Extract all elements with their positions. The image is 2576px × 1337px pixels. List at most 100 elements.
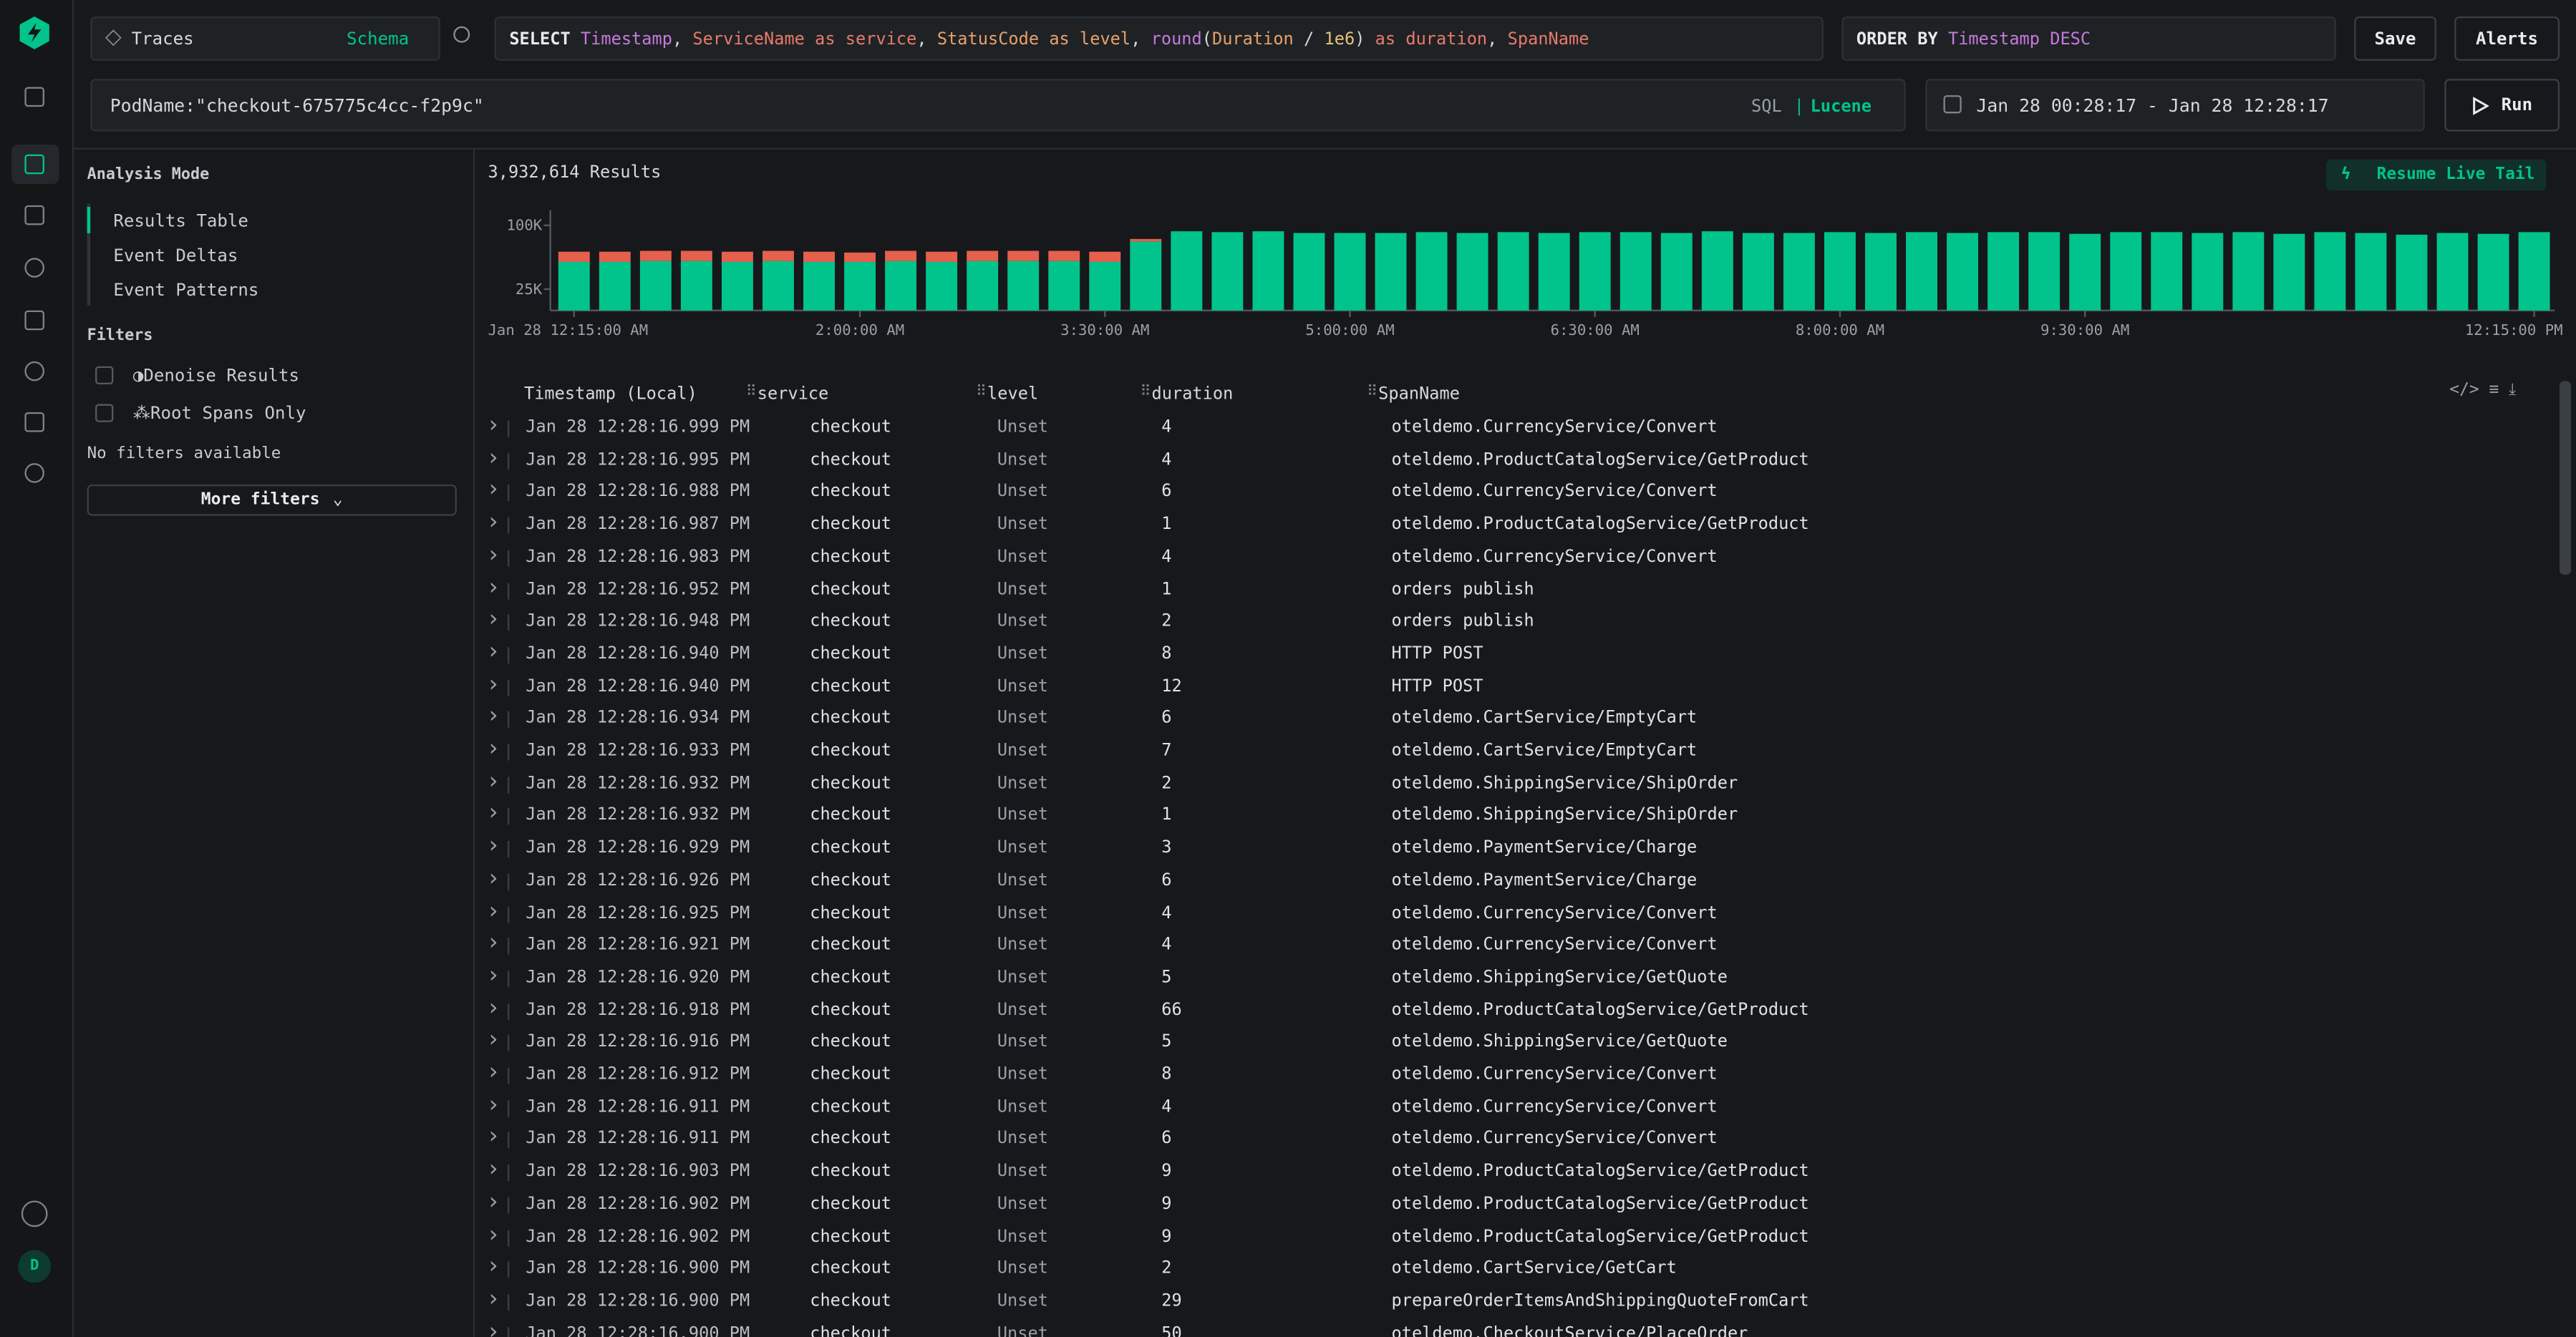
cell: checkout bbox=[810, 477, 891, 508]
expand-chevron[interactable]: › bbox=[486, 767, 500, 798]
expand-chevron[interactable]: › bbox=[486, 669, 500, 701]
table-row[interactable]: ›Jan 28 12:28:16.995 PMcheckoutUnset4ote… bbox=[476, 444, 2555, 476]
table-row[interactable]: ›Jan 28 12:28:16.987 PMcheckoutUnset1ote… bbox=[476, 510, 2555, 541]
expand-chevron[interactable]: › bbox=[486, 734, 500, 766]
table-row[interactable]: ›Jan 28 12:28:16.903 PMcheckoutUnset9ote… bbox=[476, 1157, 2555, 1188]
cell: Jan 28 12:28:16.900 PM bbox=[526, 1318, 750, 1337]
table-row[interactable]: ›Jan 28 12:28:16.926 PMcheckoutUnset6ote… bbox=[476, 865, 2555, 897]
table-row[interactable]: ›Jan 28 12:28:16.934 PMcheckoutUnset6ote… bbox=[476, 704, 2555, 735]
expand-chevron[interactable]: › bbox=[486, 1252, 500, 1283]
expand-chevron[interactable]: › bbox=[486, 507, 500, 539]
cell: Jan 28 12:28:16.940 PM bbox=[526, 671, 750, 703]
table-row[interactable]: ›Jan 28 12:28:16.929 PMcheckoutUnset3ote… bbox=[476, 833, 2555, 865]
cell: checkout bbox=[810, 510, 891, 541]
table-row[interactable]: ›Jan 28 12:28:16.916 PMcheckoutUnset5ote… bbox=[476, 1027, 2555, 1059]
cell: checkout bbox=[810, 865, 891, 897]
cell: oteldemo.CurrencyService/Convert bbox=[1392, 1092, 1718, 1123]
table-row[interactable]: ›Jan 28 12:28:16.900 PMcheckoutUnset50ot… bbox=[476, 1318, 2555, 1337]
cell: oteldemo.ProductCatalogService/GetProduc… bbox=[1392, 1189, 1809, 1220]
table-row[interactable]: ›Jan 28 12:28:16.948 PMcheckoutUnset2ord… bbox=[476, 606, 2555, 638]
table-row[interactable]: ›Jan 28 12:28:16.925 PMcheckoutUnset4ote… bbox=[476, 898, 2555, 929]
table-row[interactable]: ›Jan 28 12:28:16.940 PMcheckoutUnset12HT… bbox=[476, 671, 2555, 703]
cell: Jan 28 12:28:16.940 PM bbox=[526, 638, 750, 670]
column-header[interactable]: SpanName bbox=[1378, 384, 1460, 404]
table-row[interactable]: ›Jan 28 12:28:16.999 PMcheckoutUnset4ote… bbox=[476, 412, 2555, 444]
expand-chevron[interactable]: › bbox=[486, 1026, 500, 1057]
expand-chevron[interactable]: › bbox=[486, 928, 500, 960]
expand-chevron[interactable]: › bbox=[486, 1284, 500, 1316]
table-row[interactable]: ›Jan 28 12:28:16.900 PMcheckoutUnset29pr… bbox=[476, 1286, 2555, 1318]
table-row[interactable]: ›Jan 28 12:28:16.911 PMcheckoutUnset6ote… bbox=[476, 1124, 2555, 1156]
table-row[interactable]: ›Jan 28 12:28:16.932 PMcheckoutUnset1ote… bbox=[476, 800, 2555, 832]
cell: 2 bbox=[1161, 606, 1171, 638]
table-row[interactable]: ›Jan 28 12:28:16.940 PMcheckoutUnset8HTT… bbox=[476, 638, 2555, 670]
expand-chevron[interactable]: › bbox=[486, 411, 500, 442]
cell: oteldemo.CurrencyService/Convert bbox=[1392, 542, 1718, 573]
cell: Unset bbox=[997, 704, 1048, 735]
table-row[interactable]: ›Jan 28 12:28:16.918 PMcheckoutUnset66ot… bbox=[476, 995, 2555, 1026]
expand-chevron[interactable]: › bbox=[486, 1090, 500, 1122]
expand-chevron[interactable]: › bbox=[486, 1316, 500, 1336]
cell: oteldemo.CartService/GetCart bbox=[1392, 1253, 1677, 1285]
table-row[interactable]: ›Jan 28 12:28:16.911 PMcheckoutUnset4ote… bbox=[476, 1092, 2555, 1123]
row-separator bbox=[508, 647, 509, 663]
cell: Unset bbox=[997, 1221, 1048, 1253]
expand-chevron[interactable]: › bbox=[486, 1122, 500, 1154]
column-header[interactable]: duration bbox=[1152, 384, 1234, 404]
expand-chevron[interactable]: › bbox=[486, 831, 500, 862]
cell: HTTP POST bbox=[1392, 638, 1483, 670]
cell: Jan 28 12:28:16.932 PM bbox=[526, 800, 750, 832]
expand-chevron[interactable]: › bbox=[486, 475, 500, 507]
cell: Jan 28 12:28:16.921 PM bbox=[526, 930, 750, 961]
scrollbar[interactable] bbox=[2560, 381, 2571, 575]
cell: Jan 28 12:28:16.902 PM bbox=[526, 1221, 750, 1253]
column-grip: ⠿ bbox=[1367, 384, 1377, 401]
cell: Unset bbox=[997, 768, 1048, 799]
table-row[interactable]: ›Jan 28 12:28:16.952 PMcheckoutUnset1ord… bbox=[476, 574, 2555, 606]
column-header[interactable]: level bbox=[987, 384, 1038, 404]
cell: 9 bbox=[1161, 1189, 1171, 1220]
expand-chevron[interactable]: › bbox=[486, 864, 500, 895]
expand-chevron[interactable]: › bbox=[486, 540, 500, 572]
cell: Jan 28 12:28:16.929 PM bbox=[526, 833, 750, 865]
expand-chevron[interactable]: › bbox=[486, 573, 500, 604]
cell: oteldemo.CurrencyService/Convert bbox=[1392, 930, 1718, 961]
table-row[interactable]: ›Jan 28 12:28:16.921 PMcheckoutUnset4ote… bbox=[476, 930, 2555, 961]
row-separator bbox=[508, 873, 509, 890]
table-row[interactable]: ›Jan 28 12:28:16.902 PMcheckoutUnset9ote… bbox=[476, 1189, 2555, 1220]
expand-chevron[interactable]: › bbox=[486, 443, 500, 475]
cell: Jan 28 12:28:16.926 PM bbox=[526, 865, 750, 897]
cell: 2 bbox=[1161, 768, 1171, 799]
row-separator bbox=[508, 1132, 509, 1149]
table-row[interactable]: ›Jan 28 12:28:16.902 PMcheckoutUnset9ote… bbox=[476, 1221, 2555, 1253]
expand-chevron[interactable]: › bbox=[486, 605, 500, 636]
expand-chevron[interactable]: › bbox=[486, 799, 500, 830]
row-separator bbox=[508, 777, 509, 793]
row-separator bbox=[508, 485, 509, 502]
column-header[interactable]: service bbox=[757, 384, 829, 404]
table-row[interactable]: ›Jan 28 12:28:16.912 PMcheckoutUnset8ote… bbox=[476, 1059, 2555, 1091]
table-row[interactable]: ›Jan 28 12:28:16.988 PMcheckoutUnset6ote… bbox=[476, 477, 2555, 508]
table-tools[interactable]: </> ≡ ⤓ bbox=[2449, 381, 2516, 399]
row-separator bbox=[508, 841, 509, 857]
expand-chevron[interactable]: › bbox=[486, 896, 500, 928]
table-row[interactable]: ›Jan 28 12:28:16.900 PMcheckoutUnset2ote… bbox=[476, 1253, 2555, 1285]
expand-chevron[interactable]: › bbox=[486, 1220, 500, 1251]
expand-chevron[interactable]: › bbox=[486, 702, 500, 734]
expand-chevron[interactable]: › bbox=[486, 1154, 500, 1186]
cell: checkout bbox=[810, 1253, 891, 1285]
column-grip: ⠿ bbox=[1140, 384, 1151, 401]
column-header[interactable]: Timestamp (Local) bbox=[524, 384, 697, 404]
expand-chevron[interactable]: › bbox=[486, 1187, 500, 1219]
expand-chevron[interactable]: › bbox=[486, 961, 500, 992]
cell: Unset bbox=[997, 736, 1048, 767]
expand-chevron[interactable]: › bbox=[486, 637, 500, 668]
table-row[interactable]: ›Jan 28 12:28:16.983 PMcheckoutUnset4ote… bbox=[476, 542, 2555, 573]
table-row[interactable]: ›Jan 28 12:28:16.932 PMcheckoutUnset2ote… bbox=[476, 768, 2555, 799]
cell: oteldemo.CurrencyService/Convert bbox=[1392, 1059, 1718, 1091]
expand-chevron[interactable]: › bbox=[486, 1058, 500, 1089]
table-row[interactable]: ›Jan 28 12:28:16.920 PMcheckoutUnset5ote… bbox=[476, 963, 2555, 994]
expand-chevron[interactable]: › bbox=[486, 993, 500, 1024]
table-row[interactable]: ›Jan 28 12:28:16.933 PMcheckoutUnset7ote… bbox=[476, 736, 2555, 767]
